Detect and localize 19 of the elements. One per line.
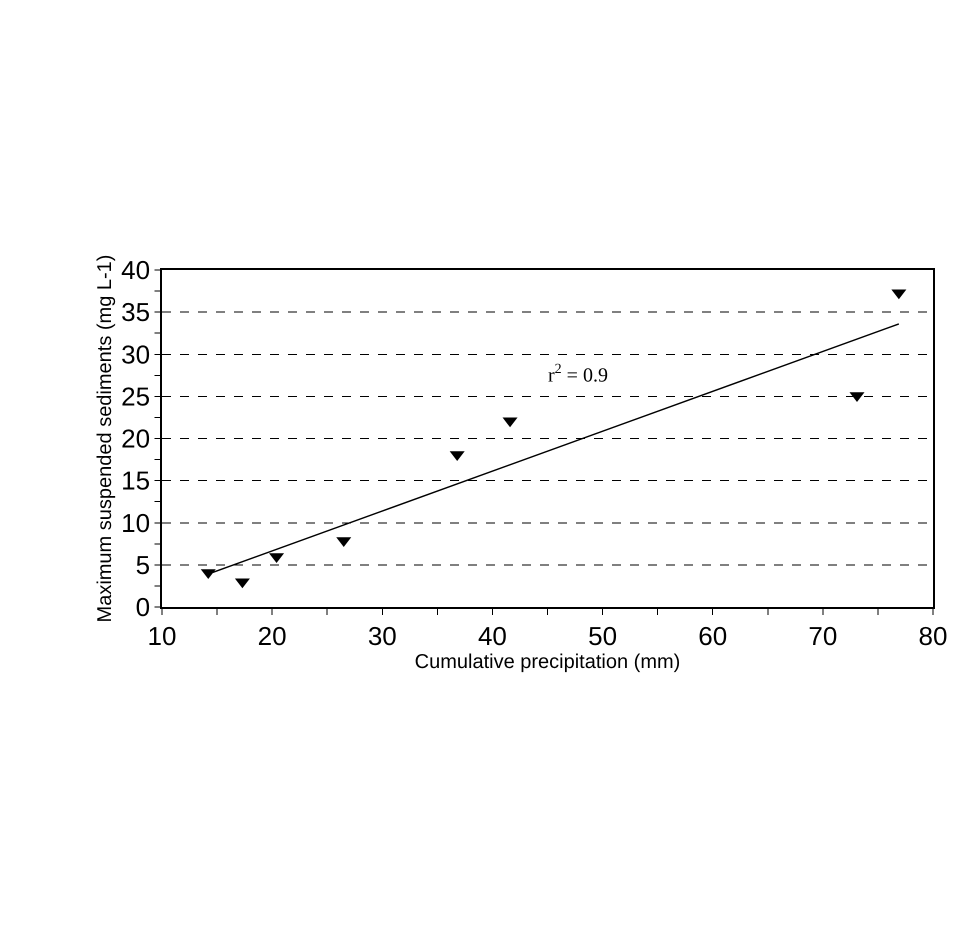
y-tick-label: 40 — [121, 255, 150, 286]
y-tick-label: 0 — [136, 592, 150, 622]
x-tick-label: 50 — [588, 620, 618, 651]
x-tick-label: 20 — [258, 620, 287, 651]
y-tick-label: 15 — [121, 466, 150, 496]
y-tick-label: 30 — [121, 339, 150, 370]
x-tick-label: 30 — [368, 620, 397, 651]
x-axis-title: Cumulative precipitation (mm) — [414, 650, 680, 673]
y-axis-title: Maximum suspended sediments (mg L-1) — [94, 254, 116, 622]
x-tick-label: 40 — [478, 620, 507, 651]
y-tick-label: 20 — [121, 424, 150, 454]
y-tick-label: 5 — [136, 550, 150, 580]
x-tick-label: 70 — [808, 620, 838, 651]
y-tick-label: 25 — [121, 381, 150, 412]
x-tick-label: 60 — [698, 620, 728, 651]
y-tick-label: 10 — [121, 508, 150, 538]
annotation: r$^{2}$ = 0.9 — [548, 362, 608, 386]
x-tick-label: 80 — [918, 620, 948, 651]
y-tick-label: 35 — [121, 297, 150, 328]
